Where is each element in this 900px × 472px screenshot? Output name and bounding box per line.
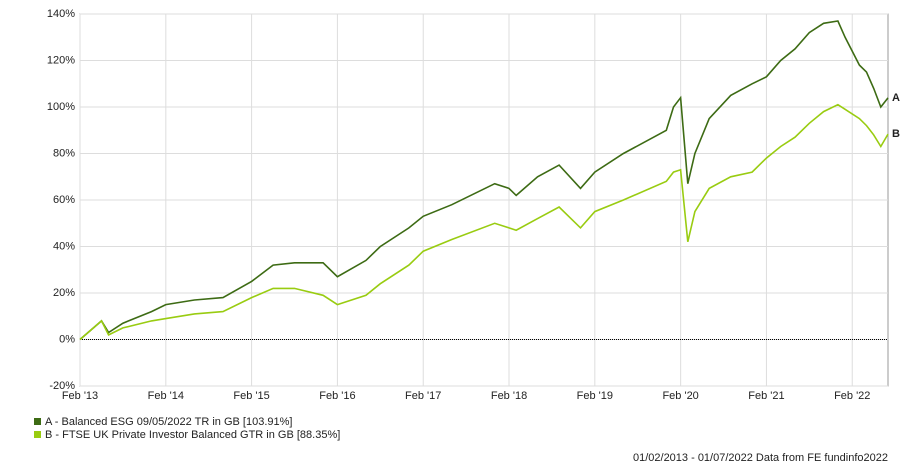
x-tick-label: Feb '22	[834, 390, 870, 402]
legend-swatch	[34, 431, 41, 438]
x-tick-label: Feb '18	[491, 390, 527, 402]
x-tick-label: Feb '17	[405, 390, 441, 402]
y-tick-label: 40%	[53, 240, 75, 252]
x-tick-label: Feb '14	[148, 390, 184, 402]
legend-label: A - Balanced ESG 09/05/2022 TR in GB [10…	[45, 416, 292, 428]
y-tick-label: 120%	[47, 54, 75, 66]
x-tick-label: Feb '21	[748, 390, 784, 402]
footer: 01/02/2013 - 01/07/2022 Data from FE fun…	[633, 452, 888, 464]
legend-label: B - FTSE UK Private Investor Balanced GT…	[45, 429, 340, 441]
y-tick-label: 100%	[47, 101, 75, 113]
series-line	[79, 103, 889, 341]
y-tick-label: 60%	[53, 194, 75, 206]
y-tick-label: 80%	[53, 147, 75, 159]
x-tick-label: Feb '20	[662, 390, 698, 402]
legend-swatch	[34, 418, 41, 425]
y-tick-label: 140%	[47, 8, 75, 20]
y-tick-label: -20%	[49, 380, 75, 392]
x-tick-label: Feb '15	[233, 390, 269, 402]
series-line	[79, 20, 889, 341]
end-label: B	[892, 128, 900, 140]
end-label: A	[892, 92, 900, 104]
x-tick-label: Feb '16	[319, 390, 355, 402]
x-tick-label: Feb '13	[62, 390, 98, 402]
y-tick-label: 0%	[59, 333, 75, 345]
y-tick-label: 20%	[53, 287, 75, 299]
x-tick-label: Feb '19	[577, 390, 613, 402]
